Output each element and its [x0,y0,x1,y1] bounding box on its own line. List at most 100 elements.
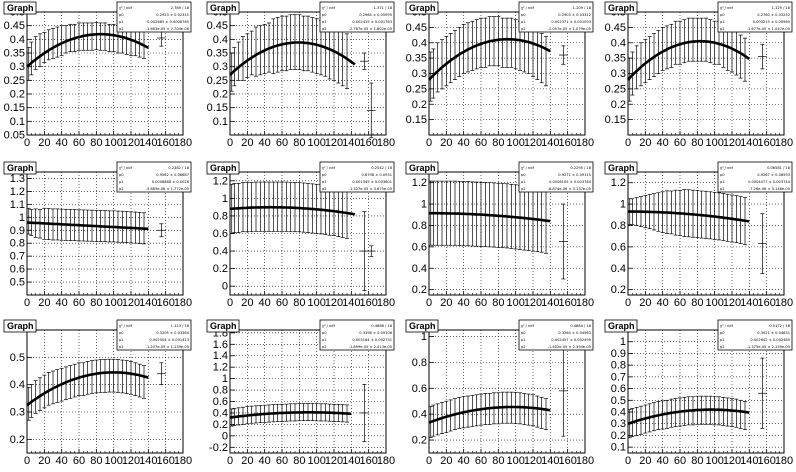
stats-value: 0.2542 / 18 [371,166,392,170]
stats-value: 0.001345 ± 0.003601 [352,180,392,184]
stats-key: χ² / ndf [322,166,336,170]
y-tick-label: 0.4 [10,379,25,391]
stats-key: p2 [322,27,327,31]
x-tick-label: 40 [657,455,669,467]
y-tick-label: 0.8 [412,357,427,369]
data-point [639,42,643,87]
data-point [496,16,501,67]
stats-value: -2.057e-05 ± 1.079e-05 [548,27,591,31]
stats-value: -1.207e-05 ± 1.139e-05 [146,345,189,349]
y-tick-label: 0.25 [406,83,427,95]
stats-value: -7.26e-06 ± 3.146e-05 [749,187,790,191]
stats-key: χ² / ndf [119,324,133,328]
stats-box: χ² / ndf 1.371 / 18 p0 0.2964 ± 0.05995 p1 0.… [319,1,395,33]
x-tick-label: 160 [558,455,576,467]
title-frame [604,319,638,333]
x-tick-label: 180 [174,455,192,467]
stats-value: -5.685e-06 ± 1.772e-05 [146,187,189,191]
y-tick-label: 0.2 [412,99,427,111]
x-tick-label: 20 [440,455,452,467]
stats-key: p0 [521,173,526,177]
x-tick-label: 160 [757,137,775,149]
stats-frame [717,1,793,33]
stats-frame [319,1,395,33]
stats-frame [116,319,192,351]
stats-key: χ² / ndf [521,166,535,170]
data-point [77,362,81,396]
data-point [94,359,99,394]
data-point [85,361,90,395]
graph-title-box: Graph [604,319,638,333]
y-tick-label: 0.4 [611,263,626,275]
stats-key: p2 [119,27,124,31]
x-tick-label: 100 [307,137,325,149]
x-tick-label: 120 [122,137,140,149]
data-point [539,33,544,84]
x-tick-label: 20 [241,455,253,467]
stats-box: χ² / ndf 1.209 / 18 p0 0.2903 ± 0.03312 p1 0.… [518,1,594,33]
x-tick-label: 20 [38,455,50,467]
x-tick-label: 40 [56,297,68,309]
data-point [85,22,90,51]
stats-key: χ² / ndf [720,324,734,328]
stats-value: 0.3198 ± 0.09106 [359,331,392,335]
stats-key: p2 [521,187,526,191]
plot-area [429,330,585,453]
data-point [142,365,146,399]
stats-value: -1.677e-05 ± 1.047e-05 [747,27,790,31]
y-tick-label: 0.2 [611,99,626,111]
y-tick-label: 0.45 [207,20,228,32]
x-tick-label: 80 [691,455,703,467]
stats-box: χ² / ndf 1.129 / 18 p0 0.2760 ± 0.03252 p1 0.… [717,1,793,33]
x-tick-label: 140 [342,297,360,309]
data-point [440,39,444,90]
y-tick-label: 0.7 [10,251,25,263]
graph-title-box: Graph [3,319,37,333]
x-tick-label: 140 [139,137,157,149]
data-series [627,357,767,439]
stats-frame [717,319,793,351]
data-point [682,19,687,64]
x-tick-label: 0 [426,137,432,149]
data-point [738,34,743,79]
y-tick-label: 0.35 [605,53,626,65]
x-tick-label: 0 [24,455,30,467]
stats-value: 0.002642 ± 0.002485 [750,338,790,342]
stats-key: χ² / ndf [322,6,336,10]
data-point [116,359,120,393]
graph-panel-12: 0 20 40 60 80 1001201401601800.10.20.30.40.50… [604,319,793,467]
x-tick-label: 120 [122,297,140,309]
stats-box: χ² / ndf 1.123 / 18 p0 0.3205 ± 0.03364 p1 0.… [116,319,192,351]
data-point [559,45,568,65]
data-point [107,358,112,393]
graph-title: Graph [608,321,635,331]
title-frame [3,1,37,15]
x-tick-label: 120 [723,455,741,467]
stats-key: p0 [720,173,725,177]
stats-value: 1.123 / 18 [171,324,190,328]
graph-title: Graph [7,321,34,331]
stats-key: p2 [322,345,327,349]
data-point [691,17,695,62]
x-tick-label: 40 [657,137,669,149]
graph-title-box: Graph [604,1,638,15]
x-tick-label: 140 [740,455,758,467]
data-point [42,32,47,63]
y-tick-label: 0.35 [207,48,228,60]
data-point [157,362,166,386]
y-tick-label: 0.2 [213,89,228,101]
graph-title: Graph [409,3,436,13]
x-tick-label: 180 [377,455,395,467]
stats-key: p1 [720,180,725,184]
stats-value: 0.0006888 ± 0.0026 [152,180,190,184]
data-point [699,17,704,62]
data-point [360,383,369,442]
y-tick-label: 1 [620,336,626,348]
y-tick-label: 1.2 [611,177,626,189]
y-tick-label: 0.8 [213,385,228,397]
fit-curve [229,411,352,419]
x-tick-label: 100 [104,137,122,149]
